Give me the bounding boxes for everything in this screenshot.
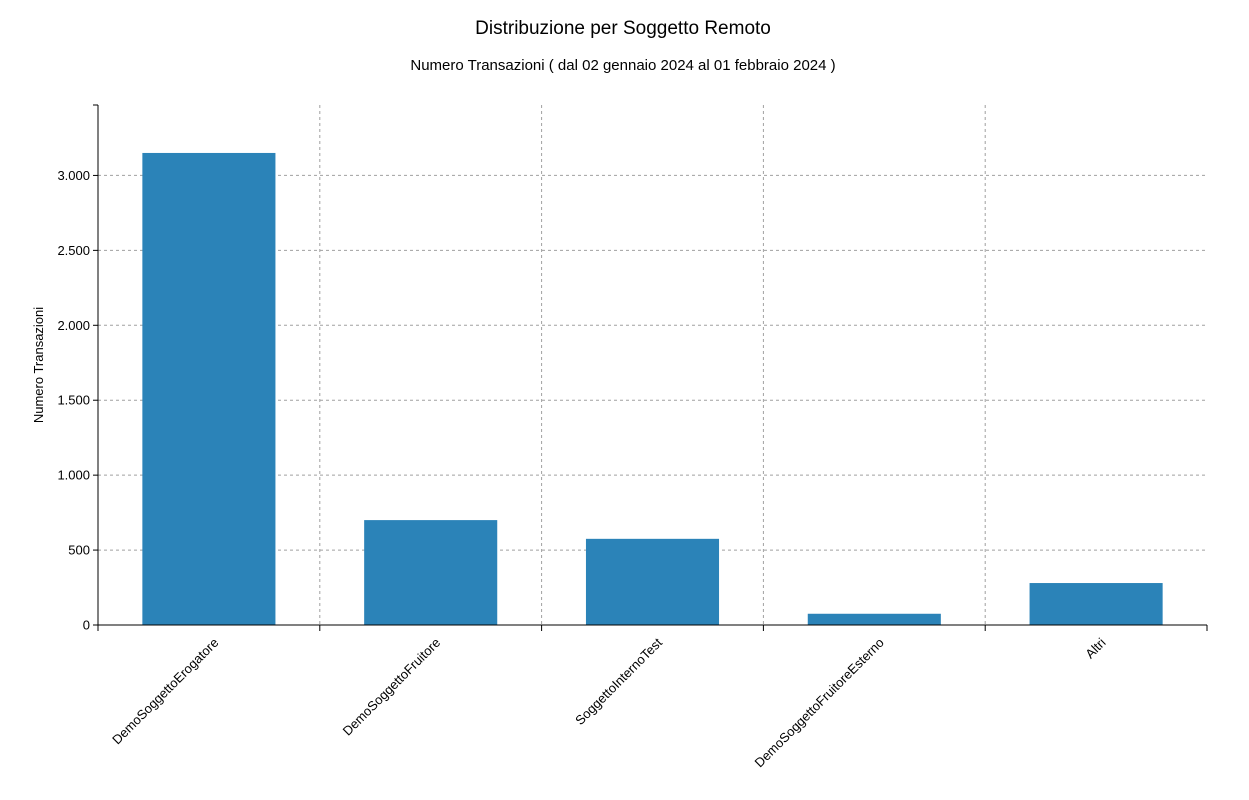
bar-layer — [142, 152, 1163, 625]
y-tick-label: 1.000 — [57, 468, 90, 483]
y-tick-label: 1.500 — [57, 393, 90, 408]
x-tick-label: SoggettoInternoTest — [572, 635, 665, 728]
y-tick-label: 2.000 — [57, 318, 90, 333]
chart-subtitle: Numero Transazioni ( dal 02 gennaio 2024… — [410, 57, 835, 74]
bar-Altri — [1029, 583, 1163, 625]
y-tick-label: 0 — [83, 618, 90, 633]
grid-layer — [98, 105, 1207, 625]
x-tick-label: DemoSoggettoFruitoreEsterno — [752, 635, 887, 770]
y-axis-title: Numero Transazioni — [31, 307, 46, 423]
x-tick-label: DemoSoggettoFruitore — [340, 635, 444, 739]
y-tick-label: 500 — [68, 543, 90, 558]
y-tick-label: 2.500 — [57, 243, 90, 258]
bar-DemoSoggettoErogatore — [142, 152, 276, 625]
x-tick-label: Altri — [1082, 635, 1109, 662]
bar-DemoSoggettoFruitore — [364, 520, 498, 625]
chart-title: Distribuzione per Soggetto Remoto — [475, 18, 771, 39]
x-tick-label: DemoSoggettoErogatore — [109, 635, 221, 747]
bar-DemoSoggettoFruitoreEsterno — [807, 613, 941, 625]
bar-SoggettoInternoTest — [585, 538, 720, 625]
y-tick-label: 3.000 — [57, 168, 90, 183]
